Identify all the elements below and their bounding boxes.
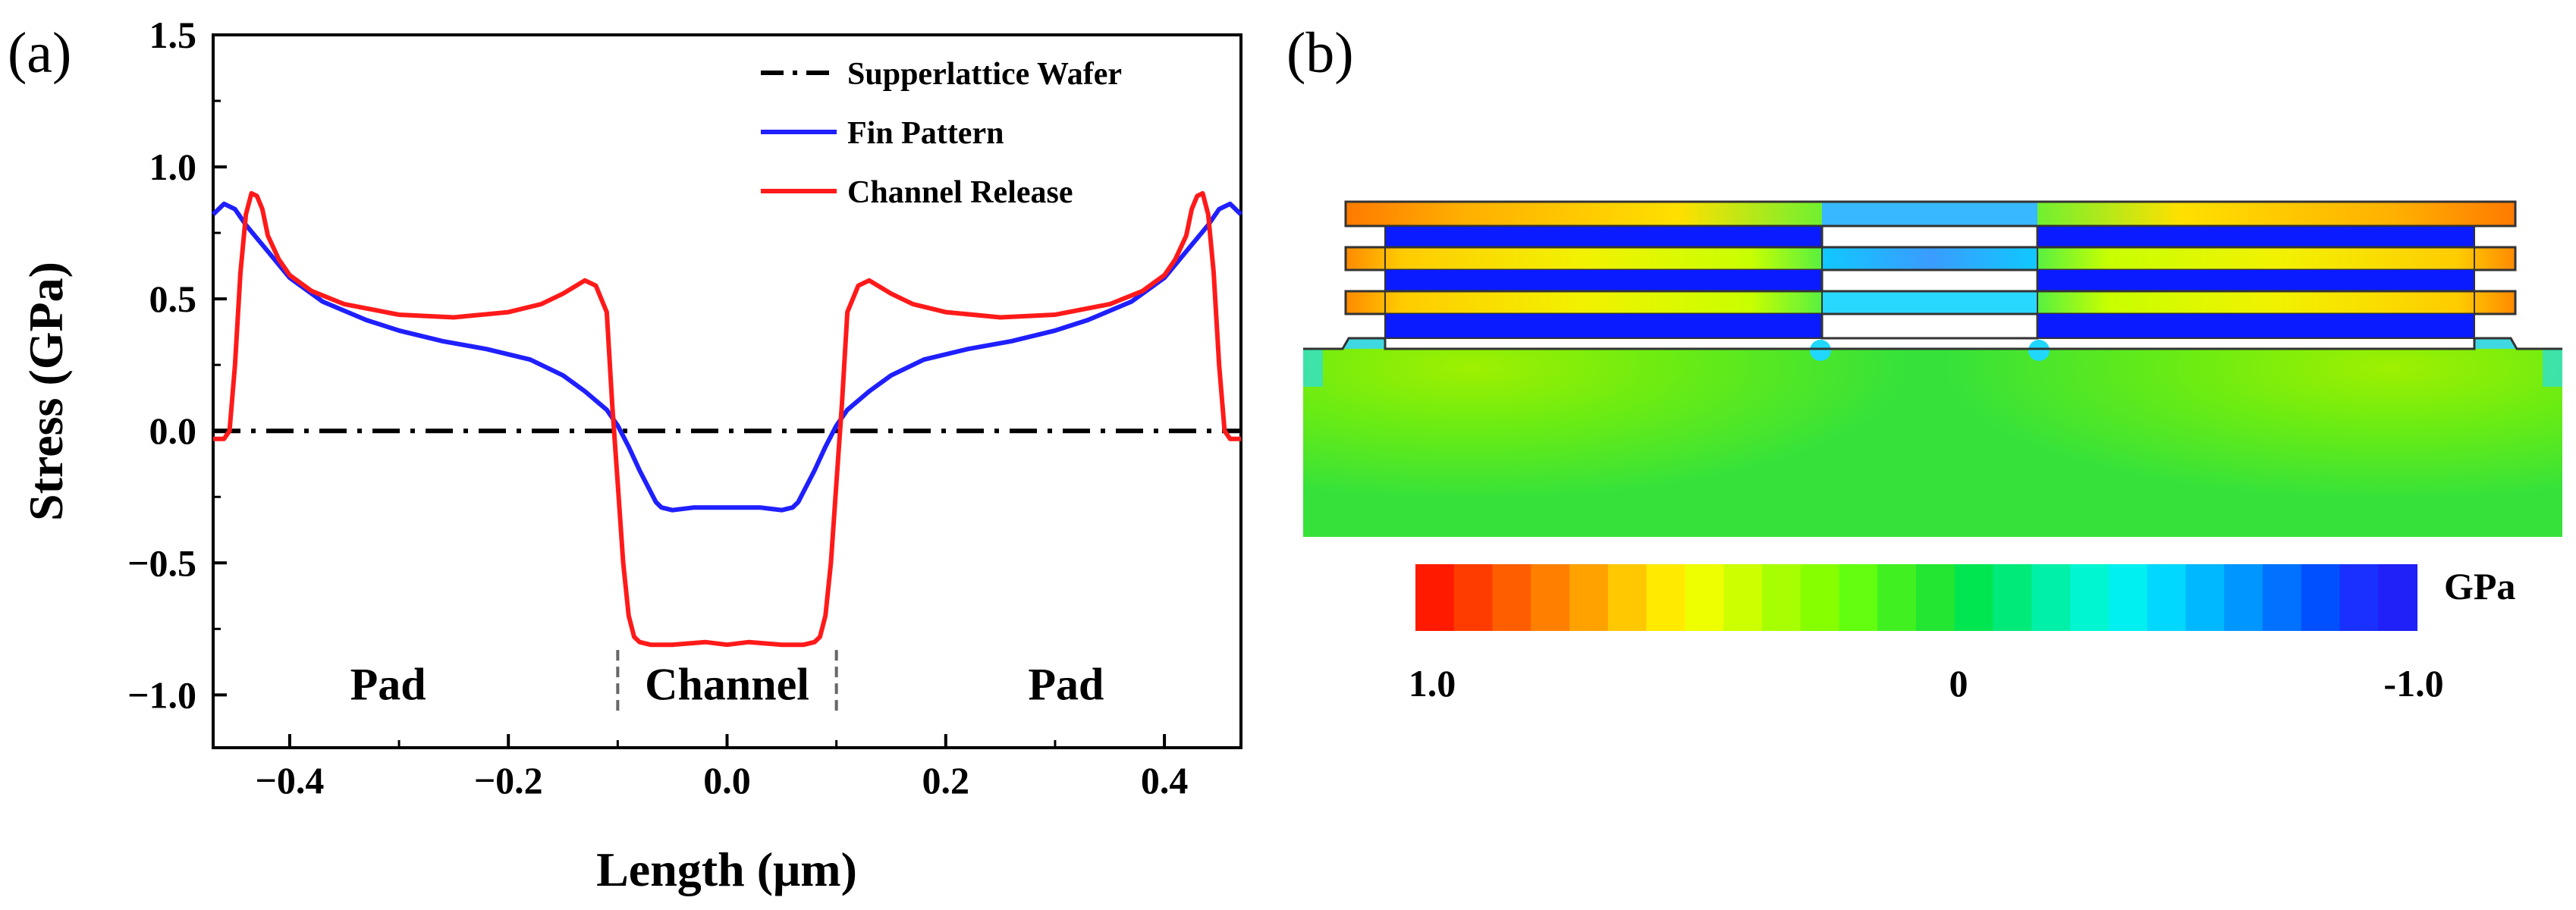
colorbar-step [1685, 564, 1725, 631]
layer-si-2-right [2037, 247, 2515, 270]
y-tick-label: −1.0 [127, 673, 196, 716]
colorbar-step [2224, 564, 2263, 631]
colorbar-step [1761, 564, 1802, 631]
colorbar [1415, 564, 2417, 631]
region-dividers [616, 650, 838, 714]
substrate-left [1303, 349, 1925, 537]
colorbar-step [2301, 564, 2341, 631]
colorbar-step [1723, 564, 1763, 631]
substrate-hotspot [1810, 340, 1831, 361]
y-tick-label: −0.5 [127, 541, 196, 584]
layer-sige-1-gap [1820, 224, 2039, 249]
y-tick-label: 1.0 [149, 146, 197, 188]
x-tick-label: 0.2 [922, 759, 970, 802]
x-tick-label: −0.4 [255, 759, 324, 802]
region-label: Pad [1028, 659, 1104, 709]
x-axis-ticks: −0.4 −0.2 0.0 0.2 0.4 [255, 734, 1188, 802]
colorbar-step [2031, 564, 2072, 631]
plot-frame [212, 33, 1242, 749]
colorbar-step [2070, 564, 2109, 631]
substrate-cyan-edge-right [2543, 349, 2562, 387]
colorbar-step [1877, 564, 1917, 631]
colorbar-step [1839, 564, 1879, 631]
colorbar-step [2339, 564, 2380, 631]
substrate-outline [1303, 337, 2562, 350]
colorbar-tick-min: -1.0 [2383, 662, 2443, 704]
colorbar-step [2262, 564, 2302, 631]
colorbar-unit-label: GPa [2444, 565, 2515, 607]
layer-sige-2-right [2037, 270, 2474, 291]
series-line-2 [213, 190, 1241, 648]
y-axis-ticks: 1.5 1.0 0.5 0.0 −0.5 −1.0 [127, 14, 227, 716]
layer-sige-2-gap [1820, 268, 2039, 293]
layer-si-1-right [2037, 202, 2515, 226]
legend-label: Supperlattice Wafer [847, 57, 1122, 92]
y-tick-label: 1.5 [149, 14, 197, 56]
x-tick-label: −0.2 [474, 759, 543, 802]
colorbar-step [1954, 564, 1994, 631]
region-label: Channel [645, 659, 809, 709]
colorbar-step [1646, 564, 1686, 631]
substrate-step-right [2474, 338, 2562, 349]
series-lines [211, 190, 1243, 648]
y-axis-title: Stress (GPa) [19, 262, 73, 521]
superlattice-stack [1344, 200, 2517, 340]
legend-label: Channel Release [847, 175, 1073, 210]
layer-sige-1-right [2037, 226, 2474, 247]
substrate-cyan-edge-left [1303, 349, 1323, 387]
y-tick-label: 0.0 [149, 410, 197, 452]
stress-line-chart: −0.4 −0.2 0.0 0.2 0.4 1.5 1.0 0.5 0.0 −0.5 −1.0 P… [19, 14, 1243, 896]
legend: Supperlattice Wafer Fin Pattern Channel Re… [761, 57, 1122, 210]
panel-label-a: (a) [8, 21, 71, 85]
layer-si-3-right [2037, 291, 2515, 314]
layer-si-1-channel [1822, 202, 2037, 226]
layer-sige-3-right [2037, 314, 2474, 338]
colorbar-tick-zero: 0 [1949, 662, 1968, 704]
layer-si-3-channel [1822, 291, 2037, 314]
layer-si-1-left [1346, 202, 1822, 226]
region-annotations: Pad Channel Pad [350, 659, 1104, 709]
colorbar-step [1453, 564, 1494, 631]
colorbar-step [2378, 564, 2417, 631]
substrate-hotspot [2028, 340, 2050, 361]
colorbar-step [1607, 564, 1648, 631]
colorbar-step [1993, 564, 2033, 631]
layer-si-3-left [1346, 291, 1822, 314]
sige-outline-right [2037, 225, 2475, 339]
panel-label-b: (b) [1286, 21, 1354, 85]
legend-label: Fin Pattern [847, 116, 1004, 151]
colorbar-step [1800, 564, 1840, 631]
layer-si-2-channel [1822, 247, 2037, 270]
layer-sige-1-left [1385, 226, 1822, 247]
substrate-step-left [1303, 338, 1385, 349]
y-tick-label: 0.5 [149, 278, 197, 320]
fin-cross-section-map: GPa 1.0 0 -1.0 [1303, 200, 2562, 704]
colorbar-step [2147, 564, 2187, 631]
colorbar-step [2185, 564, 2226, 631]
colorbar-step [1531, 564, 1571, 631]
colorbar-step [1415, 564, 1455, 631]
x-axis-title: Length (μm) [596, 843, 857, 896]
colorbar-step [1916, 564, 1956, 631]
layer-sige-3-left [1385, 314, 1822, 338]
series-line-1 [211, 201, 1243, 513]
region-label: Pad [350, 659, 426, 709]
colorbar-tick-max: 1.0 [1409, 662, 1456, 704]
colorbar-step [1569, 564, 1609, 631]
substrate-right [1925, 349, 2562, 537]
colorbar-step [2108, 564, 2148, 631]
sige-outline-left [1384, 225, 1823, 339]
x-tick-label: 0.4 [1141, 759, 1189, 802]
layer-sige-3-gap [1820, 312, 2039, 340]
colorbar-step [1492, 564, 1532, 631]
layer-sige-2-left [1385, 270, 1822, 291]
x-tick-label: 0.0 [703, 759, 751, 802]
layer-si-2-left [1346, 247, 1822, 270]
